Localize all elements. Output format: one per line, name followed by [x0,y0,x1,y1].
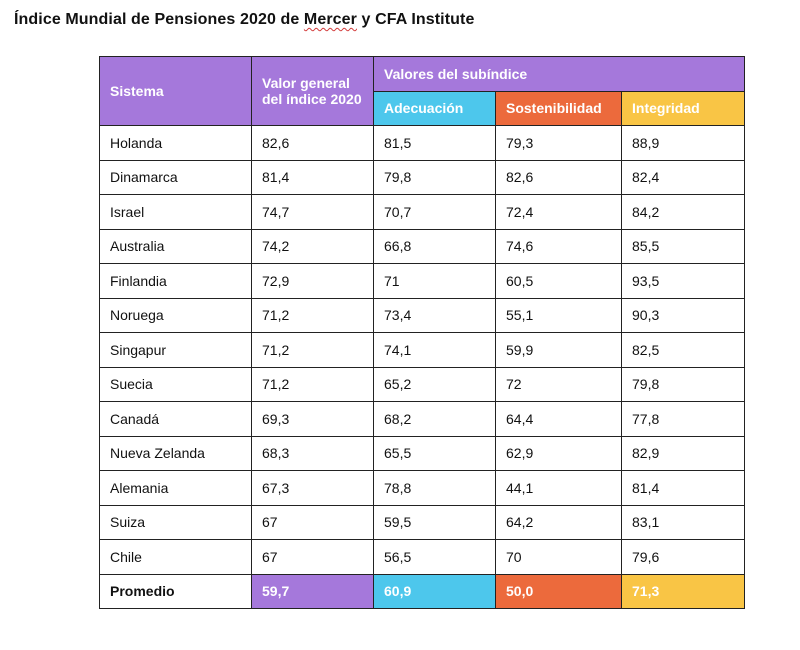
cell-sistema: Finlandia [99,263,252,299]
cell-integridad: 82,5 [620,332,746,368]
cell-sostenibilidad: 82,6 [495,159,622,195]
cell-integridad: 79,6 [620,539,746,575]
cell-sostenibilidad: 70 [495,539,622,575]
cell-integridad: 90,3 [620,297,746,333]
table-row: Holanda 82,6 81,5 79,3 88,9 [99,125,746,161]
pension-index-table: Sistema Valor general del índice 2020 Va… [99,56,746,609]
table-row: Suiza 67 59,5 64,2 83,1 [99,504,746,540]
cell-adecuacion: 59,5 [373,504,496,540]
header-valor-general: Valor general del índice 2020 [251,56,374,126]
cell-adecuacion: 70,7 [373,194,496,230]
cell-sostenibilidad: 74,6 [495,228,622,264]
cell-valor-general: 82,6 [251,125,374,161]
table-row: Finlandia 72,9 71 60,5 93,5 [99,263,746,299]
cell-integridad: 82,9 [620,435,746,471]
cell-sostenibilidad: 64,2 [495,504,622,540]
cell-valor-general: 72,9 [251,263,374,299]
header-row-sub: Adecuación Sostenibilidad Integridad [100,90,746,126]
cell-adecuacion: 66,8 [373,228,496,264]
cell-sistema: Australia [99,228,252,264]
table-row: Noruega 71,2 73,4 55,1 90,3 [99,297,746,333]
cell-adecuacion: 78,8 [373,470,496,506]
title-underlined-word: Mercer [303,11,357,28]
header-sistema: Sistema [99,56,252,126]
table-row: Australia 74,2 66,8 74,6 85,5 [99,228,746,264]
table-row: Dinamarca 81,4 79,8 82,6 82,4 [99,159,746,195]
average-row: Promedio 59,7 60,9 50,0 71,3 [99,573,746,609]
cell-adecuacion: 79,8 [373,159,496,195]
cell-adecuacion: 65,5 [373,435,496,471]
cell-integridad: 79,8 [620,366,746,402]
cell-integridad: 88,9 [620,125,746,161]
cell-sostenibilidad: 72 [495,366,622,402]
cell-sistema: Holanda [99,125,252,161]
table-row: Chile 67 56,5 70 79,6 [99,539,746,575]
cell-integridad: 93,5 [620,263,746,299]
cell-valor-general: 67 [251,504,374,540]
cell-sistema: Suecia [99,366,252,402]
cell-sistema: Suiza [99,504,252,540]
cell-adecuacion: 74,1 [373,332,496,368]
header-subindice-group: Valores del subíndice [372,56,746,92]
average-sostenibilidad: 50,0 [495,573,622,609]
cell-sistema: Dinamarca [99,159,252,195]
cell-adecuacion: 56,5 [373,539,496,575]
table-row: Alemania 67,3 78,8 44,1 81,4 [99,470,746,506]
cell-valor-general: 81,4 [251,159,374,195]
cell-sistema: Alemania [99,470,252,506]
table-header: Sistema Valor general del índice 2020 Va… [99,56,746,126]
cell-sostenibilidad: 79,3 [495,125,622,161]
cell-sistema: Nueva Zelanda [99,435,252,471]
cell-integridad: 83,1 [620,504,746,540]
cell-sistema: Singapur [99,332,252,368]
cell-sistema: Chile [99,539,252,575]
cell-valor-general: 67,3 [251,470,374,506]
header-integridad: Integridad [620,90,746,126]
cell-sistema: Israel [99,194,252,230]
table-row: Suecia 71,2 65,2 72 79,8 [99,366,746,402]
cell-integridad: 77,8 [620,401,746,437]
cell-valor-general: 74,7 [251,194,374,230]
cell-adecuacion: 68,2 [373,401,496,437]
cell-valor-general: 71,2 [251,332,374,368]
cell-valor-general: 71,2 [251,297,374,333]
header-row-top: Sistema Valor general del índice 2020 Va… [99,56,746,126]
table-row: Nueva Zelanda 68,3 65,5 62,9 82,9 [99,435,746,471]
cell-integridad: 81,4 [620,470,746,506]
cell-sostenibilidad: 59,9 [495,332,622,368]
cell-adecuacion: 73,4 [373,297,496,333]
table-row: Israel 74,7 70,7 72,4 84,2 [99,194,746,230]
cell-sistema: Canadá [99,401,252,437]
header-adecuacion: Adecuación [373,90,496,126]
title-part-2: y CFA Institute [357,11,475,28]
page-title: Índice Mundial de Pensiones 2020 de Merc… [14,11,474,29]
cell-sistema: Noruega [99,297,252,333]
cell-sostenibilidad: 60,5 [495,263,622,299]
cell-integridad: 85,5 [620,228,746,264]
header-sostenibilidad: Sostenibilidad [495,90,622,126]
cell-valor-general: 69,3 [251,401,374,437]
cell-integridad: 82,4 [620,159,746,195]
cell-sostenibilidad: 44,1 [495,470,622,506]
average-integridad: 71,3 [620,573,746,609]
title-part-1: Índice Mundial de Pensiones 2020 de [14,11,304,28]
average-adecuacion: 60,9 [373,573,496,609]
cell-valor-general: 71,2 [251,366,374,402]
cell-valor-general: 74,2 [251,228,374,264]
average-label: Promedio [99,573,252,609]
cell-sostenibilidad: 64,4 [495,401,622,437]
cell-sostenibilidad: 62,9 [495,435,622,471]
table-row: Singapur 71,2 74,1 59,9 82,5 [99,332,746,368]
cell-sostenibilidad: 72,4 [495,194,622,230]
cell-integridad: 84,2 [620,194,746,230]
cell-adecuacion: 81,5 [373,125,496,161]
cell-adecuacion: 71 [373,263,496,299]
cell-valor-general: 68,3 [251,435,374,471]
table-row: Canadá 69,3 68,2 64,4 77,8 [99,401,746,437]
cell-sostenibilidad: 55,1 [495,297,622,333]
average-valor-general: 59,7 [251,573,374,609]
table-body: Holanda 82,6 81,5 79,3 88,9 Dinamarca 81,4 79,8… [99,125,746,609]
cell-adecuacion: 65,2 [373,366,496,402]
cell-valor-general: 67 [251,539,374,575]
